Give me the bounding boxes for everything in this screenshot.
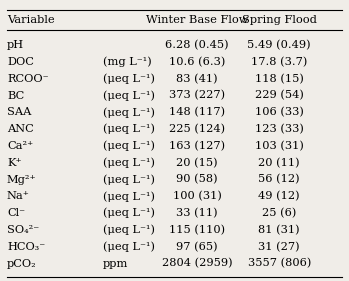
- Text: Variable: Variable: [7, 15, 54, 25]
- Text: 225 (124): 225 (124): [169, 124, 225, 134]
- Text: (mg L⁻¹): (mg L⁻¹): [103, 57, 152, 67]
- Text: 163 (127): 163 (127): [169, 141, 225, 151]
- Text: 20 (11): 20 (11): [258, 158, 300, 168]
- Text: Spring Flood: Spring Flood: [242, 15, 317, 25]
- Text: (μeq L⁻¹): (μeq L⁻¹): [103, 157, 155, 168]
- Text: 118 (15): 118 (15): [255, 74, 304, 84]
- Text: 97 (65): 97 (65): [176, 242, 218, 252]
- Text: 49 (12): 49 (12): [258, 191, 300, 201]
- Text: pH: pH: [7, 40, 24, 50]
- Text: 25 (6): 25 (6): [262, 208, 296, 218]
- Text: 2804 (2959): 2804 (2959): [162, 259, 232, 269]
- Text: (μeq L⁻¹): (μeq L⁻¹): [103, 90, 155, 101]
- Text: SO₄²⁻: SO₄²⁻: [7, 225, 39, 235]
- Text: 148 (117): 148 (117): [169, 107, 225, 117]
- Text: RCOO⁻: RCOO⁻: [7, 74, 49, 84]
- Text: pCO₂: pCO₂: [7, 259, 37, 269]
- Text: 106 (33): 106 (33): [255, 107, 304, 117]
- Text: 33 (11): 33 (11): [176, 208, 218, 218]
- Text: 6.28 (0.45): 6.28 (0.45): [165, 40, 229, 50]
- Text: (μeq L⁻¹): (μeq L⁻¹): [103, 141, 155, 151]
- Text: ppm: ppm: [103, 259, 128, 269]
- Text: Winter Base Flow: Winter Base Flow: [146, 15, 248, 25]
- Text: HCO₃⁻: HCO₃⁻: [7, 242, 45, 252]
- Text: ANC: ANC: [7, 124, 34, 134]
- Text: 56 (12): 56 (12): [258, 175, 300, 185]
- Text: 90 (58): 90 (58): [176, 175, 218, 185]
- Text: 103 (31): 103 (31): [255, 141, 304, 151]
- Text: 31 (27): 31 (27): [258, 242, 300, 252]
- Text: Ca²⁺: Ca²⁺: [7, 141, 33, 151]
- Text: 373 (227): 373 (227): [169, 90, 225, 101]
- Text: (μeq L⁻¹): (μeq L⁻¹): [103, 191, 155, 202]
- Text: 81 (31): 81 (31): [258, 225, 300, 235]
- Text: DOC: DOC: [7, 57, 34, 67]
- Text: (μeq L⁻¹): (μeq L⁻¹): [103, 225, 155, 235]
- Text: 5.49 (0.49): 5.49 (0.49): [247, 40, 311, 50]
- Text: Mg²⁺: Mg²⁺: [7, 175, 37, 185]
- Text: (μeq L⁻¹): (μeq L⁻¹): [103, 241, 155, 252]
- Text: 229 (54): 229 (54): [255, 90, 304, 101]
- Text: (μeq L⁻¹): (μeq L⁻¹): [103, 73, 155, 84]
- Text: Na⁺: Na⁺: [7, 191, 30, 201]
- Text: (μeq L⁻¹): (μeq L⁻¹): [103, 174, 155, 185]
- Text: (μeq L⁻¹): (μeq L⁻¹): [103, 107, 155, 118]
- Text: 20 (15): 20 (15): [176, 158, 218, 168]
- Text: 17.8 (3.7): 17.8 (3.7): [251, 57, 307, 67]
- Text: BC: BC: [7, 90, 24, 101]
- Text: K⁺: K⁺: [7, 158, 22, 168]
- Text: (μeq L⁻¹): (μeq L⁻¹): [103, 208, 155, 218]
- Text: 115 (110): 115 (110): [169, 225, 225, 235]
- Text: 123 (33): 123 (33): [255, 124, 304, 134]
- Text: (μeq L⁻¹): (μeq L⁻¹): [103, 124, 155, 134]
- Text: 3557 (806): 3557 (806): [247, 259, 311, 269]
- Text: Cl⁻: Cl⁻: [7, 208, 25, 218]
- Text: 100 (31): 100 (31): [173, 191, 222, 201]
- Text: 10.6 (6.3): 10.6 (6.3): [169, 57, 225, 67]
- Text: 83 (41): 83 (41): [176, 74, 218, 84]
- Text: SAA: SAA: [7, 107, 31, 117]
